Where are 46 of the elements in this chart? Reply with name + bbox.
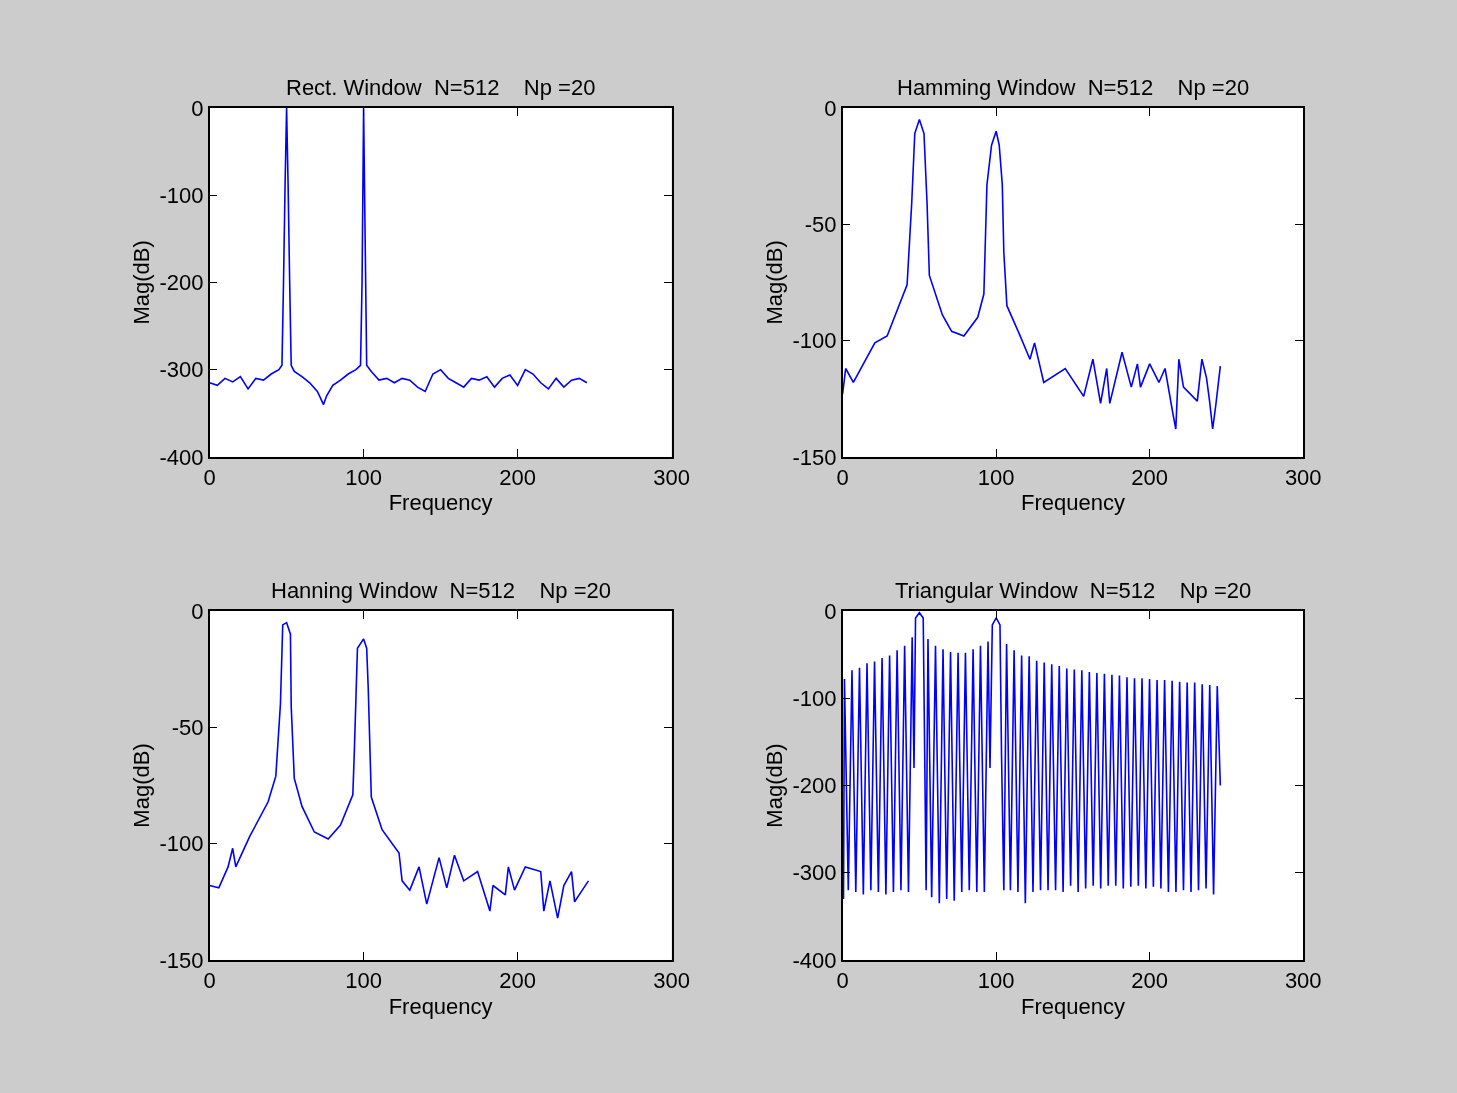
y-tick-label: -300 xyxy=(792,860,837,886)
x-tick-label: 100 xyxy=(977,465,1015,491)
y-axis-title: Mag(dB) xyxy=(761,743,787,828)
x-tick-label: 200 xyxy=(1131,968,1169,994)
x-axis-title: Frequency xyxy=(1020,993,1125,1019)
x-axis-title: Frequency xyxy=(388,490,493,516)
line-series xyxy=(842,118,1222,430)
line-series xyxy=(842,611,1222,905)
y-axis-title: Mag(dB) xyxy=(128,240,154,325)
y-tick-label: 0 xyxy=(824,598,837,624)
x-tick-label: 200 xyxy=(1131,465,1169,491)
line-series xyxy=(209,621,590,919)
chart-title: Rect. Window N=512 Np =20 xyxy=(286,75,596,100)
y-axis-title: Mag(dB) xyxy=(128,743,154,828)
x-axis-title: Frequency xyxy=(388,993,493,1019)
chart-title: Hanning Window N=512 Np =20 xyxy=(271,578,611,603)
x-tick-label: 300 xyxy=(1284,968,1322,994)
y-tick-label: -150 xyxy=(159,947,204,973)
y-tick-label: -200 xyxy=(159,270,204,296)
y-tick-label: 0 xyxy=(824,95,837,121)
chart-title: Hamming Window N=512 Np =20 xyxy=(897,75,1250,100)
x-tick-label: 100 xyxy=(345,968,382,994)
x-tick-label: 200 xyxy=(499,968,536,994)
y-axis-title: Mag(dB) xyxy=(761,240,787,325)
y-tick-label: 0 xyxy=(191,598,204,624)
y-tick-label: -50 xyxy=(171,715,204,741)
y-tick-label: 0 xyxy=(191,95,204,121)
x-tick-label: 300 xyxy=(1284,465,1322,491)
x-tick-label: 100 xyxy=(345,465,382,491)
y-tick-label: -100 xyxy=(159,831,204,857)
y-tick-label: -100 xyxy=(159,182,204,208)
y-tick-label: -150 xyxy=(792,444,837,470)
y-tick-label: -400 xyxy=(792,947,837,973)
x-tick-label: 200 xyxy=(499,465,536,491)
y-tick-label: -50 xyxy=(804,211,837,237)
y-tick-label: -300 xyxy=(159,357,204,383)
y-tick-label: -400 xyxy=(159,444,204,470)
y-tick-label: -100 xyxy=(792,685,837,711)
x-tick-label: 300 xyxy=(653,968,690,994)
chart-title: Triangular Window N=512 Np =20 xyxy=(895,578,1252,603)
y-tick-label: -100 xyxy=(792,328,837,354)
x-tick-label: 100 xyxy=(977,968,1015,994)
x-tick-label: 300 xyxy=(653,465,690,491)
line-series xyxy=(209,107,588,406)
x-axis-title: Frequency xyxy=(1020,490,1125,516)
y-tick-label: -200 xyxy=(792,773,837,799)
